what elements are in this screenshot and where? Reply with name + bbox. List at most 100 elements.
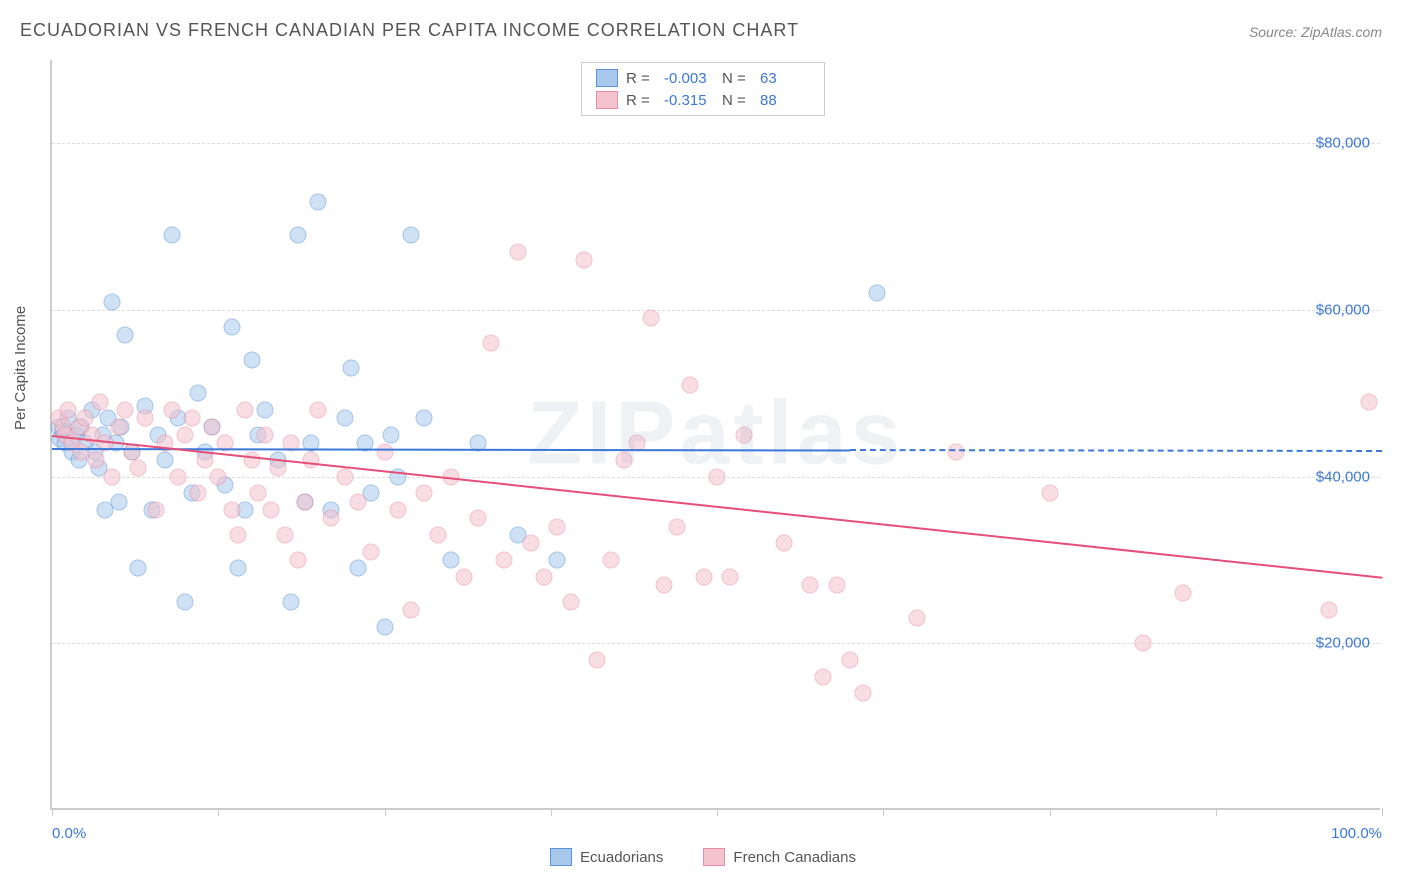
scatter-point — [336, 468, 353, 485]
scatter-point — [117, 327, 134, 344]
legend-r-value: -0.315 — [664, 92, 714, 109]
scatter-point — [1134, 635, 1151, 652]
scatter-point — [802, 577, 819, 594]
scatter-point — [177, 593, 194, 610]
scatter-point — [403, 602, 420, 619]
x-axis-max-label: 100.0% — [1331, 825, 1382, 842]
scatter-point — [443, 552, 460, 569]
scatter-point — [290, 227, 307, 244]
scatter-point — [59, 402, 76, 419]
scatter-point — [855, 685, 872, 702]
scatter-point — [163, 227, 180, 244]
scatter-point — [908, 610, 925, 627]
scatter-point — [87, 452, 104, 469]
scatter-point — [190, 485, 207, 502]
x-tick — [52, 808, 53, 816]
scatter-point — [948, 443, 965, 460]
scatter-point — [1320, 602, 1337, 619]
scatter-point — [157, 452, 174, 469]
scatter-point — [117, 402, 134, 419]
scatter-point — [110, 418, 127, 435]
scatter-point — [196, 452, 213, 469]
scatter-point — [695, 568, 712, 585]
scatter-point — [615, 452, 632, 469]
y-tick-label: $80,000 — [1316, 135, 1370, 152]
scatter-point — [349, 493, 366, 510]
x-axis-min-label: 0.0% — [52, 825, 86, 842]
scatter-point — [290, 552, 307, 569]
scatter-point — [669, 518, 686, 535]
y-axis-title: Per Capita Income — [12, 306, 29, 430]
scatter-point — [203, 418, 220, 435]
scatter-point — [709, 468, 726, 485]
plot-area: ZIPatlas $20,000$40,000$60,000$80,000 — [50, 60, 1380, 810]
scatter-point — [549, 518, 566, 535]
scatter-point — [250, 485, 267, 502]
scatter-point — [722, 568, 739, 585]
legend-series-item: French Canadians — [703, 848, 856, 866]
chart-title: ECUADORIAN VS FRENCH CANADIAN PER CAPITA… — [20, 20, 799, 41]
x-tick — [551, 808, 552, 816]
scatter-point — [170, 468, 187, 485]
scatter-point — [91, 393, 108, 410]
scatter-point — [256, 402, 273, 419]
legend-series-item: Ecuadorians — [550, 848, 663, 866]
scatter-point — [549, 552, 566, 569]
scatter-point — [190, 385, 207, 402]
scatter-point — [376, 443, 393, 460]
scatter-point — [363, 543, 380, 560]
scatter-point — [1360, 393, 1377, 410]
y-tick-label: $20,000 — [1316, 635, 1370, 652]
scatter-point — [536, 568, 553, 585]
scatter-point — [482, 335, 499, 352]
gridline — [52, 143, 1380, 144]
scatter-point — [815, 668, 832, 685]
scatter-point — [256, 427, 273, 444]
scatter-point — [77, 410, 94, 427]
scatter-point — [283, 593, 300, 610]
scatter-point — [130, 460, 147, 477]
scatter-point — [828, 577, 845, 594]
scatter-point — [336, 410, 353, 427]
scatter-point — [376, 618, 393, 635]
gridline — [52, 310, 1380, 311]
scatter-point — [103, 293, 120, 310]
legend-swatch — [703, 848, 725, 866]
scatter-point — [343, 360, 360, 377]
scatter-point — [276, 527, 293, 544]
scatter-point — [310, 193, 327, 210]
legend-n-value: 63 — [760, 70, 810, 87]
legend-swatch — [596, 91, 618, 109]
scatter-point — [868, 285, 885, 302]
x-tick — [218, 808, 219, 816]
legend-n-label: N = — [722, 70, 752, 87]
legend-stat-row: R =-0.315N =88 — [596, 89, 810, 111]
scatter-point — [137, 410, 154, 427]
scatter-point — [642, 310, 659, 327]
legend-swatch — [550, 848, 572, 866]
scatter-point — [1041, 485, 1058, 502]
x-tick — [385, 808, 386, 816]
scatter-point — [602, 552, 619, 569]
y-tick-label: $60,000 — [1316, 302, 1370, 319]
scatter-point — [383, 427, 400, 444]
scatter-point — [456, 568, 473, 585]
scatter-point — [496, 552, 513, 569]
legend-r-value: -0.003 — [664, 70, 714, 87]
x-tick — [1216, 808, 1217, 816]
scatter-point — [416, 410, 433, 427]
scatter-point — [576, 252, 593, 269]
gridline — [52, 643, 1380, 644]
scatter-point — [263, 502, 280, 519]
scatter-point — [223, 318, 240, 335]
legend-swatch — [596, 69, 618, 87]
legend-r-label: R = — [626, 70, 656, 87]
source-attribution: Source: ZipAtlas.com — [1249, 24, 1382, 40]
x-tick — [717, 808, 718, 816]
scatter-point — [562, 593, 579, 610]
scatter-point — [775, 535, 792, 552]
scatter-point — [735, 427, 752, 444]
scatter-point — [163, 402, 180, 419]
correlation-legend: R = -0.003 N = 63 R =-0.315N =88 — [581, 62, 825, 116]
scatter-point — [323, 510, 340, 527]
